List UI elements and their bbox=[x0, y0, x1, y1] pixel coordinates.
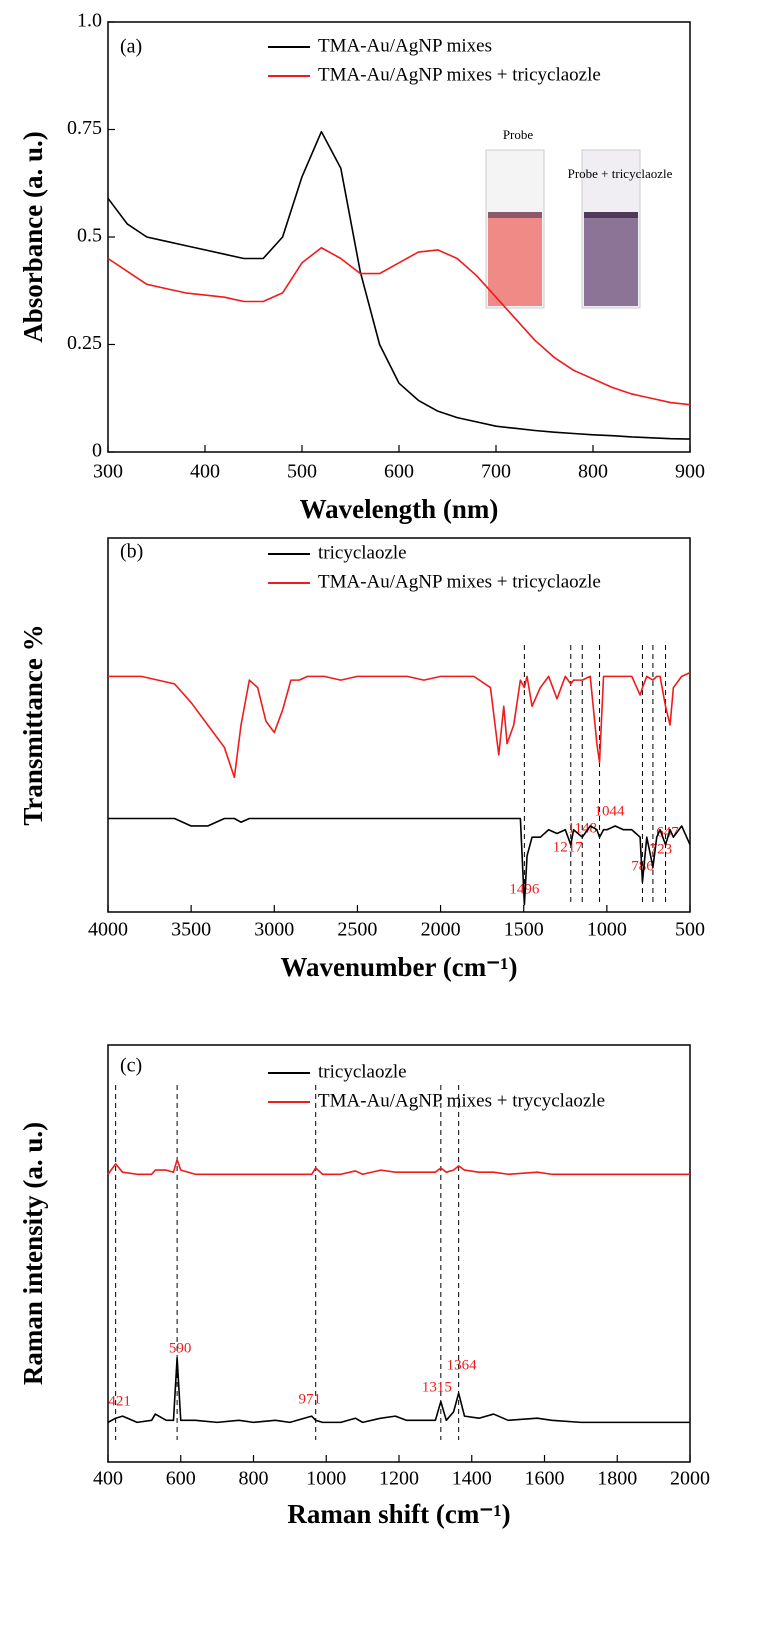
x-tick-label: 3000 bbox=[254, 919, 294, 941]
x-tick-label: 500 bbox=[287, 461, 317, 483]
x-tick-label: 1600 bbox=[525, 1468, 565, 1490]
series-line bbox=[107, 1158, 690, 1176]
panel-label: (a) bbox=[120, 36, 142, 58]
series-line bbox=[107, 1356, 690, 1424]
series-line bbox=[108, 671, 691, 779]
x-tick-label: 2000 bbox=[421, 919, 461, 941]
x-tick-label: 700 bbox=[481, 461, 511, 483]
x-tick-label: 900 bbox=[675, 461, 705, 483]
x-tick-label: 600 bbox=[384, 461, 414, 483]
series-line bbox=[107, 130, 691, 440]
x-tick-label: 1000 bbox=[306, 1468, 346, 1490]
x-tick-label: 400 bbox=[93, 1468, 123, 1490]
x-tick-label: 1500 bbox=[504, 919, 544, 941]
x-tick-label: 3500 bbox=[171, 919, 211, 941]
legend-label: TMA-Au/AgNP mixes + tricyclaozle bbox=[318, 571, 601, 592]
peak-label: 723 bbox=[650, 841, 673, 857]
x-axis-title: Wavenumber (cm⁻¹) bbox=[280, 952, 517, 982]
x-tick-label: 2500 bbox=[337, 919, 377, 941]
peak-label: 1315 bbox=[422, 1379, 452, 1395]
y-tick-label: 0.5 bbox=[77, 225, 102, 247]
x-tick-label: 2000 bbox=[670, 1468, 710, 1490]
y-tick-label: 0 bbox=[92, 440, 102, 462]
x-tick-label: 800 bbox=[239, 1468, 269, 1490]
peak-label: 1044 bbox=[595, 803, 626, 819]
peak-label: 1217 bbox=[553, 839, 584, 855]
x-tick-label: 800 bbox=[578, 461, 608, 483]
x-axis-title: Raman shift (cm⁻¹) bbox=[287, 1499, 510, 1529]
series-line bbox=[108, 817, 691, 906]
inset-photo: Probe Probe + tricyclaozle bbox=[485, 127, 673, 309]
legend-label: TMA-Au/AgNP mixes + tricyclaozle bbox=[318, 64, 601, 85]
y-axis-title: Raman intensity (a. u.) bbox=[18, 1122, 48, 1385]
peak-label: 971 bbox=[298, 1391, 321, 1407]
x-tick-label: 1800 bbox=[597, 1468, 637, 1490]
peak-label: 590 bbox=[169, 1340, 192, 1356]
y-tick-label: 1.0 bbox=[77, 10, 102, 32]
panel-label: (c) bbox=[120, 1055, 142, 1077]
inset-label: Probe bbox=[503, 127, 534, 142]
peak-label: 1364 bbox=[447, 1357, 478, 1373]
legend-label: tricyclaozle bbox=[318, 542, 407, 563]
inset-label: Probe + tricyclaozle bbox=[568, 166, 673, 181]
peak-label: 421 bbox=[108, 1393, 131, 1409]
x-tick-label: 500 bbox=[675, 919, 705, 941]
x-tick-label: 600 bbox=[166, 1468, 196, 1490]
cuvette-liquid bbox=[488, 214, 542, 306]
meniscus bbox=[488, 212, 542, 218]
x-tick-label: 300 bbox=[93, 461, 123, 483]
x-tick-label: 1200 bbox=[379, 1468, 419, 1490]
peak-label: 786 bbox=[631, 858, 654, 874]
plot-frame bbox=[107, 537, 691, 913]
panel-label: (b) bbox=[120, 541, 143, 563]
x-tick-label: 1400 bbox=[452, 1468, 492, 1490]
legend-label: TMA-Au/AgNP mixes + trycyclaozle bbox=[318, 1090, 605, 1111]
x-tick-label: 400 bbox=[190, 461, 220, 483]
meniscus bbox=[584, 212, 638, 218]
y-axis-title: Transmittance % bbox=[18, 624, 48, 825]
legend-label: TMA-Au/AgNP mixes bbox=[318, 35, 492, 56]
x-axis-title: Wavelength (nm) bbox=[300, 494, 499, 524]
y-axis-title: Absorbance (a. u.) bbox=[18, 131, 48, 343]
legend-label: tricyclaozle bbox=[318, 1061, 407, 1082]
x-tick-label: 4000 bbox=[88, 919, 128, 941]
cuvette-liquid bbox=[584, 214, 638, 306]
series-line bbox=[107, 246, 691, 406]
x-tick-label: 1000 bbox=[587, 919, 627, 941]
y-tick-label: 0.25 bbox=[67, 332, 102, 354]
y-tick-label: 0.75 bbox=[67, 117, 102, 139]
peak-label: 1148 bbox=[568, 820, 597, 836]
